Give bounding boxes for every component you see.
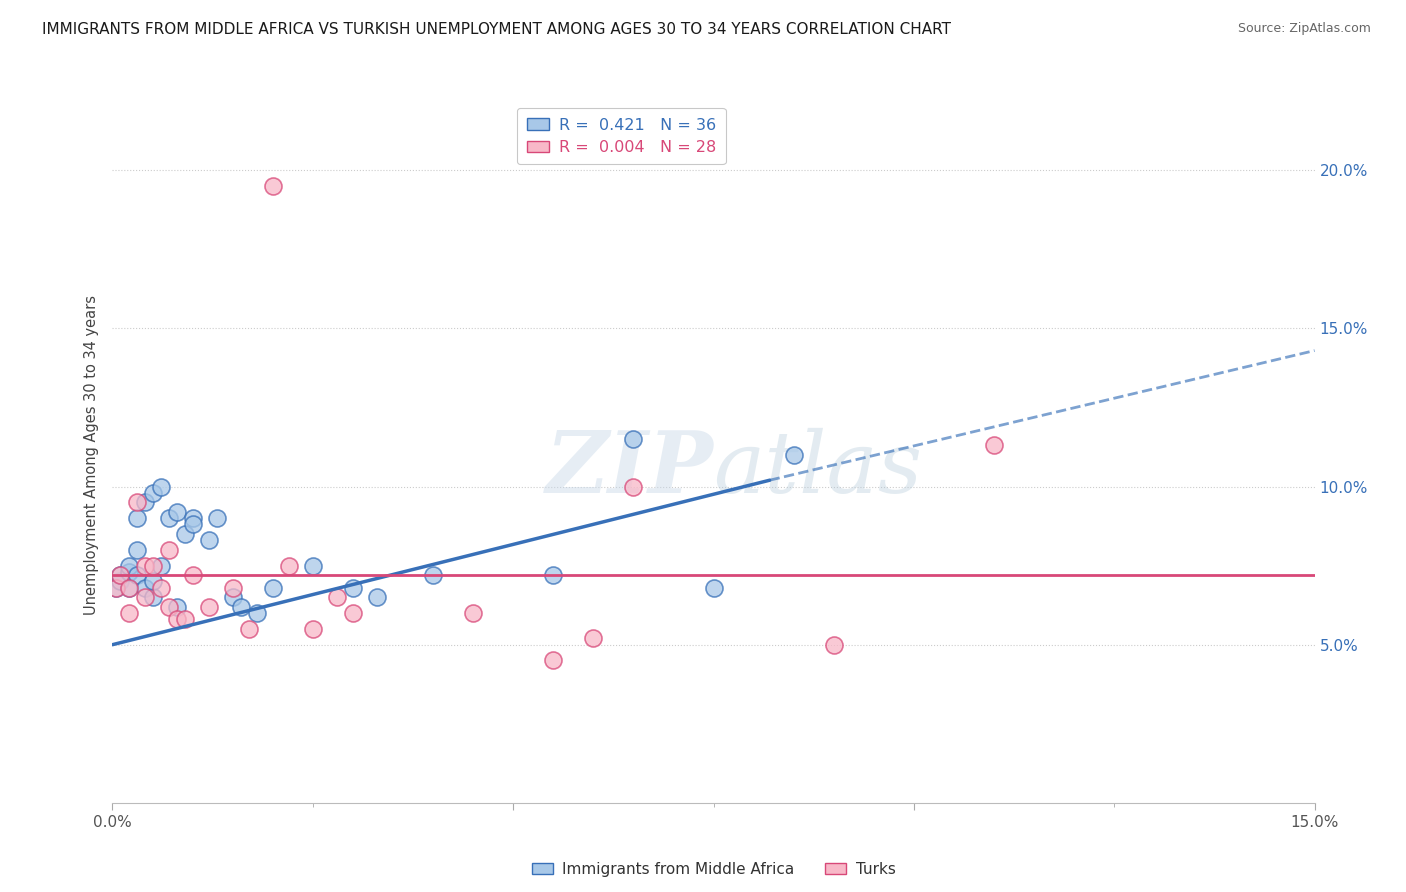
Point	[262, 179, 284, 194]
Point	[461, 606, 484, 620]
Point	[134, 495, 156, 509]
Point	[582, 632, 605, 646]
Point	[125, 495, 148, 509]
Point	[702, 581, 725, 595]
Point	[302, 622, 325, 636]
Point	[342, 581, 364, 595]
Point	[117, 581, 139, 595]
Point	[157, 542, 180, 557]
Point	[149, 558, 172, 573]
Text: Source: ZipAtlas.com: Source: ZipAtlas.com	[1237, 22, 1371, 36]
Point	[621, 479, 644, 493]
Point	[342, 606, 364, 620]
Text: IMMIGRANTS FROM MIDDLE AFRICA VS TURKISH UNEMPLOYMENT AMONG AGES 30 TO 34 YEARS : IMMIGRANTS FROM MIDDLE AFRICA VS TURKISH…	[42, 22, 952, 37]
Point	[117, 606, 139, 620]
Point	[543, 568, 565, 582]
Point	[134, 591, 156, 605]
Point	[277, 558, 299, 573]
Point	[302, 558, 325, 573]
Point	[621, 432, 644, 446]
Point	[222, 591, 245, 605]
Point	[166, 612, 188, 626]
Point	[782, 448, 804, 462]
Point	[125, 511, 148, 525]
Text: atlas: atlas	[713, 427, 922, 510]
Legend: Immigrants from Middle Africa, Turks: Immigrants from Middle Africa, Turks	[526, 855, 901, 883]
Point	[134, 581, 156, 595]
Point	[110, 574, 132, 589]
Point	[262, 581, 284, 595]
Point	[181, 517, 204, 532]
Point	[125, 542, 148, 557]
Point	[141, 591, 163, 605]
Point	[157, 511, 180, 525]
Point	[157, 599, 180, 614]
Point	[110, 568, 132, 582]
Point	[366, 591, 388, 605]
Point	[166, 505, 188, 519]
Y-axis label: Unemployment Among Ages 30 to 34 years: Unemployment Among Ages 30 to 34 years	[83, 295, 98, 615]
Point	[246, 606, 269, 620]
Point	[117, 581, 139, 595]
Point	[117, 558, 139, 573]
Point	[134, 558, 156, 573]
Point	[197, 533, 219, 548]
Text: ZIP: ZIP	[546, 427, 713, 510]
Point	[229, 599, 252, 614]
Point	[141, 486, 163, 500]
Point	[983, 438, 1005, 452]
Point	[125, 568, 148, 582]
Point	[543, 653, 565, 667]
Point	[166, 599, 188, 614]
Point	[222, 581, 245, 595]
Point	[105, 581, 128, 595]
Point	[422, 568, 444, 582]
Point	[105, 581, 128, 595]
Point	[238, 622, 260, 636]
Point	[205, 511, 228, 525]
Point	[173, 612, 195, 626]
Point	[181, 568, 204, 582]
Point	[149, 581, 172, 595]
Point	[117, 565, 139, 579]
Point	[326, 591, 349, 605]
Point	[823, 638, 845, 652]
Point	[173, 527, 195, 541]
Point	[149, 479, 172, 493]
Point	[181, 511, 204, 525]
Point	[197, 599, 219, 614]
Point	[141, 574, 163, 589]
Point	[141, 558, 163, 573]
Point	[110, 568, 132, 582]
